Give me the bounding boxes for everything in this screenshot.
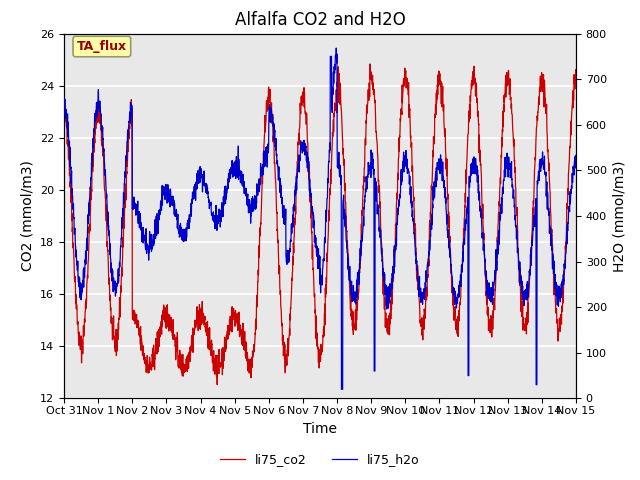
- li75_h2o: [527, 254, 535, 260]
- li75_h2o: [469, 159, 477, 165]
- li75_co2: [213, 382, 221, 387]
- li75_h2o: [572, 160, 580, 166]
- Line: li75_co2: li75_co2: [64, 64, 576, 384]
- Legend: li75_co2, li75_h2o: li75_co2, li75_h2o: [215, 448, 425, 471]
- Line: li75_h2o: li75_h2o: [64, 48, 576, 389]
- li75_h2o: [338, 386, 346, 392]
- li75_h2o: [346, 279, 354, 285]
- li75_co2: [366, 61, 374, 67]
- li75_h2o: [60, 110, 68, 116]
- li75_co2: [346, 287, 354, 292]
- li75_co2: [469, 83, 477, 88]
- li75_h2o: [203, 182, 211, 188]
- X-axis label: Time: Time: [303, 421, 337, 435]
- Text: TA_flux: TA_flux: [77, 40, 127, 53]
- li75_co2: [203, 322, 211, 327]
- Y-axis label: H2O (mmol/m3): H2O (mmol/m3): [612, 160, 627, 272]
- li75_co2: [335, 73, 342, 79]
- Y-axis label: CO2 (mmol/m3): CO2 (mmol/m3): [20, 161, 35, 271]
- li75_co2: [60, 106, 68, 111]
- li75_h2o: [335, 155, 342, 161]
- li75_h2o: [332, 45, 340, 51]
- Title: Alfalfa CO2 and H2O: Alfalfa CO2 and H2O: [235, 11, 405, 29]
- li75_co2: [541, 96, 549, 101]
- li75_co2: [527, 244, 535, 250]
- li75_co2: [572, 72, 580, 77]
- li75_h2o: [541, 170, 549, 176]
